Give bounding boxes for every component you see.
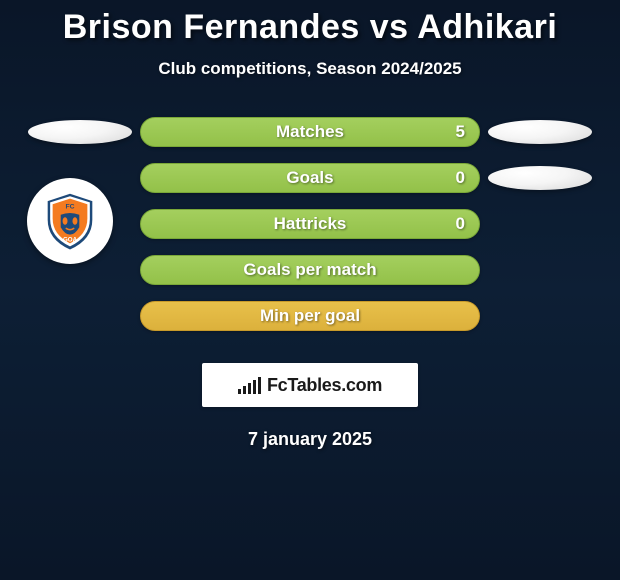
stat-row: Matches 5 — [0, 117, 620, 147]
fctables-logo-icon — [238, 376, 261, 394]
generation-date: 7 january 2025 — [248, 429, 372, 450]
player-left-placeholder-icon — [28, 120, 132, 144]
stat-row: Min per goal — [0, 301, 620, 331]
stat-label: Min per goal — [260, 306, 360, 326]
stat-bar-hattricks: Hattricks 0 — [140, 209, 480, 239]
stat-label: Hattricks — [274, 214, 347, 234]
player-right-placeholder-icon — [488, 166, 592, 190]
svg-text:FC: FC — [65, 204, 74, 211]
page-title: Brison Fernandes vs Adhikari — [63, 8, 558, 47]
stat-value-left: 5 — [456, 122, 465, 142]
fc-goa-logo-icon: FC GOA — [39, 190, 101, 252]
watermark-text: FcTables.com — [267, 375, 382, 396]
stat-row: Goals per match — [0, 255, 620, 285]
stat-bar-goals-per-match: Goals per match — [140, 255, 480, 285]
stat-label: Goals — [286, 168, 333, 188]
stat-bar-matches: Matches 5 — [140, 117, 480, 147]
page-subtitle: Club competitions, Season 2024/2025 — [158, 59, 461, 79]
right-side — [480, 120, 600, 144]
stat-value-left: 0 — [456, 214, 465, 234]
svg-text:GOA: GOA — [63, 236, 78, 243]
left-side — [20, 120, 140, 144]
stat-bar-goals: Goals 0 — [140, 163, 480, 193]
right-side — [480, 166, 600, 190]
player-right-placeholder-icon — [488, 120, 592, 144]
watermark: FcTables.com — [202, 363, 418, 407]
stat-value-left: 0 — [456, 168, 465, 188]
stat-label: Matches — [276, 122, 344, 142]
stat-label: Goals per match — [243, 260, 376, 280]
club-logo-left: FC GOA — [27, 178, 113, 264]
stat-bar-min-per-goal: Min per goal — [140, 301, 480, 331]
